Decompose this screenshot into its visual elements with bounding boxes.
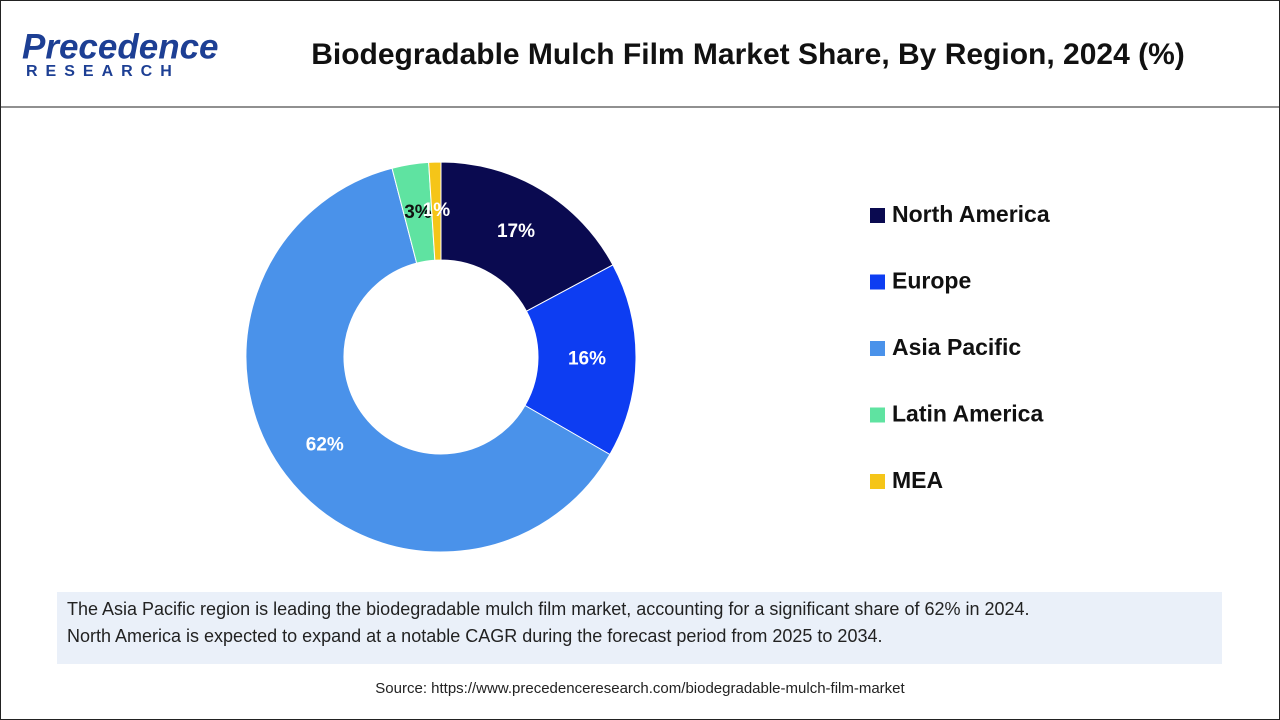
legend-label: MEA bbox=[892, 467, 943, 493]
legend-swatch bbox=[870, 341, 885, 356]
legend-swatch bbox=[870, 274, 885, 290]
donut-slice bbox=[524, 264, 637, 456]
description-line: The Asia Pacific region is leading the b… bbox=[67, 599, 1030, 619]
chart-title: Biodegradable Mulch Film Market Share, B… bbox=[311, 38, 1185, 71]
logo-bottom: RESEARCH bbox=[26, 63, 180, 80]
data-label: 3% bbox=[404, 202, 432, 223]
data-label: 16% bbox=[568, 348, 606, 369]
donut-slice bbox=[440, 161, 614, 312]
legend-label: Latin America bbox=[892, 401, 1043, 427]
legend-label: North America bbox=[892, 201, 1050, 227]
legend-swatch bbox=[870, 407, 885, 423]
donut-slice bbox=[428, 161, 442, 261]
description-box bbox=[57, 592, 1222, 664]
legend-label: Europe bbox=[892, 268, 971, 294]
description-line: North America is expected to expand at a… bbox=[67, 626, 882, 646]
data-label: 17% bbox=[497, 221, 535, 242]
data-label: 1% bbox=[423, 200, 451, 221]
legend-swatch bbox=[870, 474, 885, 489]
donut-slice bbox=[245, 167, 611, 553]
source: Source: https://www.precedenceresearch.c… bbox=[375, 680, 905, 697]
logo-top: Precedence bbox=[22, 27, 219, 66]
legend-swatch bbox=[870, 208, 885, 223]
data-label: 62% bbox=[306, 434, 344, 455]
legend-label: Asia Pacific bbox=[892, 334, 1021, 360]
